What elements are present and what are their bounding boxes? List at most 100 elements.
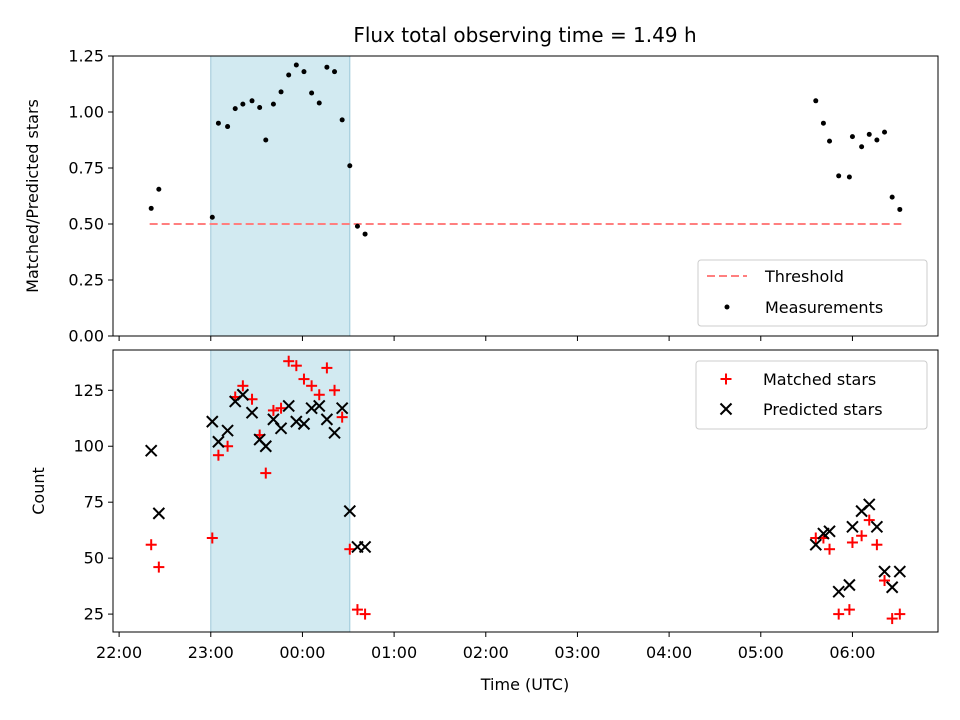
predicted-star-point: [870, 520, 884, 534]
measurement-point: [866, 131, 872, 137]
x-tick-label: 04:00: [646, 643, 692, 662]
matched-star-point: [206, 532, 218, 544]
matched-star-point: [275, 402, 287, 414]
matched-star-point: [321, 362, 333, 374]
x-tick-label: 00:00: [279, 643, 325, 662]
y-tick-label: 0.25: [68, 271, 104, 290]
y-tick-label: 1.00: [68, 103, 104, 122]
matched-star-point: [336, 411, 348, 423]
predicted-star-point: [328, 426, 341, 440]
predicted-star-point: [846, 520, 859, 534]
measurement-point: [301, 69, 307, 75]
matched-star-point: [306, 380, 318, 392]
y-tick-label: 0.50: [68, 215, 104, 234]
matched-star-point: [863, 514, 875, 526]
matched-star-point: [871, 539, 883, 551]
predicted-star-point: [212, 435, 225, 448]
top-points: [148, 62, 903, 237]
top-axes-frame: [112, 55, 939, 337]
measurement-point: [309, 90, 315, 96]
matched-star-point: [856, 530, 868, 542]
measurement-point: [278, 89, 284, 95]
top-shaded-interval: [210, 55, 351, 337]
bottom-panel: 25 50 75 100 125 22:00 23:00 00:00 01:00 02:00 03…: [29, 349, 939, 694]
matched-star-point: [824, 543, 836, 555]
matched-star-point: [212, 449, 224, 461]
predicted-star-point: [832, 585, 845, 598]
top-legend: Threshold Measurements: [697, 259, 928, 327]
measurement-point: [347, 163, 353, 169]
predicted-star-point: [297, 417, 311, 431]
measurement-point: [813, 98, 819, 104]
measurement-point: [859, 144, 865, 150]
y-tick-label: 1.25: [68, 47, 104, 66]
predicted-star-point: [863, 498, 876, 511]
bottom-axes-frame: [112, 349, 939, 633]
matched-star-point: [833, 608, 845, 620]
measurement-point: [339, 117, 345, 123]
bottom-shaded-interval: [210, 349, 351, 633]
y-tick-label: 75: [84, 493, 104, 512]
predicted-star-point: [823, 525, 836, 538]
bottom-y-axis-label: Count: [29, 467, 48, 515]
measurement-point: [354, 223, 360, 229]
matched-star-point: [351, 604, 363, 616]
matched-star-point: [290, 360, 302, 372]
measurement-point: [820, 120, 826, 126]
measurement-point: [293, 62, 299, 68]
predicted-star-point: [144, 444, 158, 457]
y-tick-label: 50: [84, 549, 104, 568]
legend-x-marker: [719, 402, 733, 416]
predicted-star-point: [152, 507, 166, 520]
measurement-point: [846, 174, 852, 180]
measurement-point: [232, 106, 238, 112]
measurement-point: [882, 129, 888, 135]
y-tick-label: 0.75: [68, 159, 104, 178]
top-x-ticks: [118, 336, 853, 341]
predicted-star-point: [843, 578, 856, 592]
measurement-point: [827, 138, 833, 144]
measurement-point: [286, 72, 292, 78]
predicted-star-point: [221, 424, 234, 437]
measurement-point: [836, 173, 842, 179]
legend-matched-swatch: [720, 373, 732, 385]
bottom-points: [144, 355, 907, 625]
predicted-star-point: [809, 538, 822, 551]
legend-threshold-label: Threshold: [764, 267, 844, 286]
x-axis-label: Time (UTC): [480, 675, 569, 694]
predicted-star-point: [885, 581, 899, 594]
x-tick-label: 22:00: [96, 643, 142, 662]
chart-title: Flux total observing time = 1.49 h: [353, 23, 696, 47]
predicted-star-point: [206, 415, 219, 428]
measurement-point: [889, 194, 895, 200]
measurement-point: [332, 69, 338, 75]
predicted-star-point: [290, 415, 303, 428]
matched-star-point: [153, 561, 165, 573]
predicted-star-point: [343, 504, 357, 518]
matched-star-point: [260, 467, 272, 479]
x-tick-label: 01:00: [371, 643, 417, 662]
matched-star-point: [359, 608, 371, 620]
legend-plus-marker: [720, 373, 732, 385]
x-tick-label: 23:00: [188, 643, 234, 662]
y-tick-label: 125: [73, 381, 104, 400]
legend-measurements-label: Measurements: [765, 298, 883, 317]
matched-star-point: [267, 404, 279, 416]
matched-star-point: [237, 380, 249, 392]
legend-predicted-swatch: [719, 402, 733, 416]
y-tick-label: 100: [73, 437, 104, 456]
predicted-star-point: [236, 388, 250, 401]
measurement-point: [849, 134, 855, 140]
matched-star-point: [298, 373, 310, 385]
x-tick-label: 05:00: [738, 643, 784, 662]
measurement-point: [874, 137, 880, 143]
bottom-legend: Matched stars Predicted stars: [695, 360, 928, 430]
measurement-point: [215, 120, 221, 126]
measurement-point: [324, 64, 330, 70]
measurement-point: [316, 100, 322, 106]
matched-star-point: [843, 604, 855, 616]
measurement-point: [209, 214, 215, 220]
predicted-star-point: [320, 413, 334, 426]
measurement-point: [249, 98, 255, 104]
